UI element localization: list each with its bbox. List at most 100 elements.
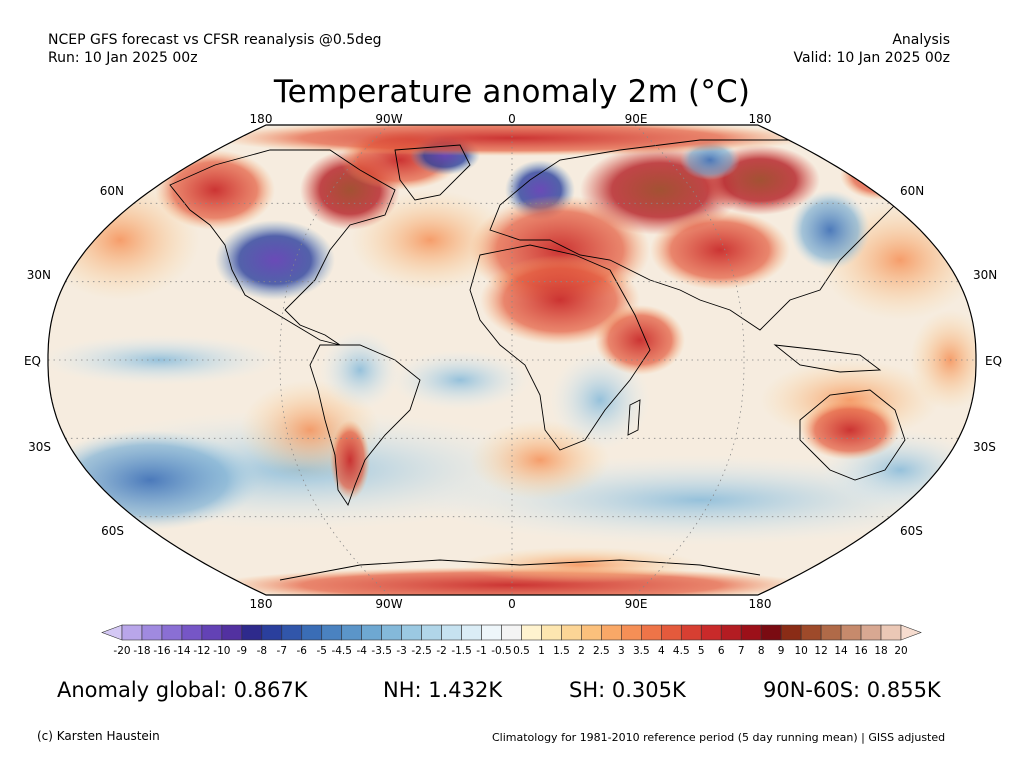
colorbar-label: -2.5 <box>411 645 432 657</box>
colorbar-label: -2 <box>436 645 447 657</box>
colorbar-swatch <box>201 624 223 641</box>
colorbar-swatch <box>820 624 842 641</box>
axis-labels: 180 90W 0 90E 180 180 90W 0 90E 180 60N … <box>24 112 1002 611</box>
colorbar-swatch <box>501 624 522 641</box>
colorbar-label: 20 <box>894 645 908 657</box>
colorbar-label: 6 <box>717 645 725 657</box>
colorbar-label: -1.5 <box>451 645 472 657</box>
colorbar-label: 12 <box>814 645 828 657</box>
colorbar-label: -14 <box>173 645 191 657</box>
colorbar-swatch <box>780 624 802 641</box>
colorbar-swatch <box>341 624 362 641</box>
colorbar-label: -6 <box>296 645 308 657</box>
colorbar-swatch <box>760 624 782 641</box>
colorbar-swatch <box>840 624 862 641</box>
colorbar-swatch <box>561 624 582 641</box>
colorbar-swatch <box>601 624 622 641</box>
colorbar-swatch <box>421 624 442 641</box>
colorbar-label: -0.5 <box>491 645 512 657</box>
lon-label-top-90w: 90W <box>375 112 402 126</box>
colorbar-label: -4.5 <box>331 645 352 657</box>
lon-label-top-180w: 180 <box>250 112 273 126</box>
colorbar-swatch <box>860 624 882 641</box>
colorbar-label: 5 <box>697 645 705 657</box>
colorbar-swatch <box>441 624 462 641</box>
colorbar-label: 1 <box>538 645 545 657</box>
lat-label-right-eq: EQ <box>985 354 1002 368</box>
colorbar-swatch <box>181 624 203 641</box>
greenland-outline <box>394 144 471 201</box>
colorbar-swatch <box>700 624 722 641</box>
colorbar-max-arrow <box>900 624 922 641</box>
colorbar-swatch <box>621 624 642 641</box>
stat-nh: NH: 1.432K <box>383 678 503 702</box>
colorbar-swatch <box>161 624 183 641</box>
colorbar-swatch <box>381 624 402 641</box>
credit-text: (c) Karsten Haustein <box>37 729 160 743</box>
colorbar-label: 1.5 <box>553 645 570 657</box>
lat-label-right-30n: 30N <box>973 268 997 282</box>
colorbar-label: 2 <box>578 645 585 657</box>
colorbar-swatch <box>221 624 243 641</box>
stat-sh: SH: 0.305K <box>569 678 686 702</box>
lat-label-left-30n: 30N <box>27 268 51 282</box>
valid-time: Valid: 10 Jan 2025 00z <box>793 50 950 66</box>
lon-label-top-0: 0 <box>508 112 516 126</box>
colorbar-label: -10 <box>213 645 231 657</box>
colorbar-label: -5 <box>316 645 327 657</box>
colorbar-min-arrow <box>101 624 123 641</box>
colorbar-label: 4 <box>657 645 665 657</box>
colorbar-label: 0.5 <box>513 645 530 657</box>
colorbar-label: -7 <box>276 645 288 657</box>
colorbar-swatch <box>481 624 502 641</box>
colorbar-label: 3 <box>618 645 625 657</box>
climatology-note: Climatology for 1981-2010 reference peri… <box>492 731 946 744</box>
model-description: NCEP GFS forecast vs CFSR reanalysis @0.… <box>48 32 382 48</box>
lon-label-bottom-90e: 90E <box>625 597 648 611</box>
lat-label-right-30s: 30S <box>973 440 996 454</box>
map-title: Temperature anomaly 2m (°C) <box>273 74 751 110</box>
stat-90n-60s: 90N-60S: 0.855K <box>763 678 941 702</box>
colorbar <box>101 624 922 641</box>
lon-label-top-180e: 180 <box>749 112 772 126</box>
colorbar-swatch <box>401 624 422 641</box>
lon-label-bottom-180e: 180 <box>749 597 772 611</box>
header-left: NCEP GFS forecast vs CFSR reanalysis @0.… <box>48 31 382 67</box>
colorbar-label: -12 <box>193 645 211 657</box>
colorbar-swatch <box>261 624 283 641</box>
colorbar-label: -16 <box>153 645 171 657</box>
coastlines <box>169 139 921 581</box>
australia-outline <box>799 389 906 481</box>
colorbar-swatch <box>641 624 662 641</box>
colorbar-label: 16 <box>854 645 868 657</box>
madagascar-outline <box>627 399 641 436</box>
colorbar-label: -3 <box>396 645 407 657</box>
colorbar-label: 3.5 <box>632 645 650 657</box>
colorbar-swatch <box>581 624 602 641</box>
analysis-label: Analysis <box>892 32 950 48</box>
colorbar-label: -1 <box>476 645 487 657</box>
lat-label-right-60n: 60N <box>900 184 924 198</box>
graticule <box>48 124 976 596</box>
south-america-outline <box>309 344 421 507</box>
lat-label-left-60n: 60N <box>100 184 124 198</box>
colorbar-swatch <box>800 624 822 641</box>
colorbar-swatch <box>661 624 682 641</box>
lon-label-top-90e: 90E <box>625 112 648 126</box>
indonesia-outline <box>773 344 882 373</box>
colorbar-swatch <box>121 624 143 641</box>
colorbar-labels: -20 -18 -16 -14 -12 -10 -9 -8 -7 -6 -5 -4.5 -4 -3.5 -3… <box>0 645 1024 661</box>
colorbar-label: 4.5 <box>672 645 690 657</box>
colorbar-swatch <box>720 624 742 641</box>
run-time: Run: 10 Jan 2025 00z <box>48 50 198 66</box>
stat-global: Anomaly global: 0.867K <box>57 678 308 702</box>
colorbar-label: -9 <box>236 645 248 657</box>
colorbar-label: 10 <box>794 645 808 657</box>
header-right: Analysis Valid: 10 Jan 2025 00z <box>794 31 950 67</box>
colorbar-label: -18 <box>133 645 151 657</box>
colorbar-label: 7 <box>737 645 745 657</box>
lon-label-bottom-180w: 180 <box>250 597 273 611</box>
eurasia-outline <box>489 139 921 331</box>
colorbar-swatch <box>680 624 702 641</box>
